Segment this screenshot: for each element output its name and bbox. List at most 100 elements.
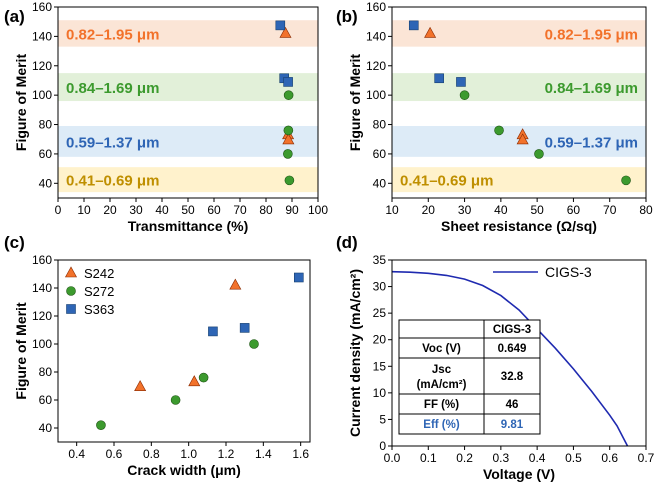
y-tick-label: 80: [373, 118, 387, 132]
range-band: [58, 20, 318, 47]
data-point-s242: [134, 380, 147, 392]
y-tick-label: 140: [32, 281, 52, 295]
band-label: 0.59–1.37 μm: [545, 134, 638, 151]
legend-label: CIGS-3: [545, 264, 592, 280]
table-row-label: Jsc: [432, 364, 452, 376]
y-tick-label: 30: [373, 280, 387, 294]
data-point-s363: [208, 326, 218, 337]
table-header: CIGS-3: [493, 324, 531, 336]
y-tick-label: 120: [32, 59, 52, 73]
panel-label: (c): [4, 233, 25, 252]
table-row-value: 46: [506, 399, 519, 411]
data-point-s272: [283, 125, 294, 136]
x-tick-label: 1.4: [255, 447, 272, 461]
table-row-label: FF (%): [424, 399, 459, 411]
panel-c: (c) 0.4 0.6 0.8 1.0 1.2 1.4 1.6 40 60 80 100 120 140 1…: [4, 233, 311, 478]
band-label: 0.82–1.95 μm: [66, 26, 159, 43]
y-tick-label: 10: [373, 386, 387, 400]
y-tick-label: 80: [39, 365, 53, 379]
y-axis-label: Current density (mA/cm²): [347, 269, 363, 437]
plot-frame: [57, 259, 311, 443]
table-row-label: Voc (V): [422, 343, 461, 355]
x-tick-label: 0.2: [456, 451, 473, 465]
x-tick-label: 0.6: [106, 447, 123, 461]
y-tick-label: 100: [366, 88, 386, 102]
y-tick-label: 160: [366, 0, 386, 14]
x-tick-label: 0.0: [384, 451, 401, 465]
plot-frame: [391, 259, 647, 447]
band-label: 0.84–1.69 μm: [545, 80, 638, 97]
legend-marker: [64, 266, 78, 278]
x-tick-label: 30: [129, 203, 143, 217]
y-tick-label: 35: [373, 253, 387, 267]
x-tick-label: 50: [530, 203, 544, 217]
x-tick-label: 0.4: [68, 447, 85, 461]
data-point-s242: [229, 278, 242, 290]
y-axis-label: Figure of Merit: [13, 302, 29, 400]
range-band: [392, 20, 646, 47]
range-band: [58, 167, 318, 193]
x-tick-label: 80: [259, 203, 273, 217]
x-tick-label: 70: [233, 203, 247, 217]
x-tick-label: 50: [181, 203, 195, 217]
table-row-label-unit: (mA/cm²): [417, 379, 467, 391]
table-frame: [398, 319, 541, 435]
data-point-s242: [188, 375, 201, 387]
y-tick-label: 60: [39, 147, 53, 161]
table-row-value: 32.8: [501, 371, 524, 383]
y-tick-label: 60: [373, 147, 387, 161]
parameter-table: CIGS-3 Voc (V) 0.649 Jsc (mA/cm²) 32.8 FF (%) 4…: [398, 319, 541, 435]
table-row-label: Eff (%): [423, 419, 460, 431]
x-tick-label: 1.6: [292, 447, 309, 461]
y-tick-label: 160: [32, 0, 52, 14]
x-tick-label: 1.2: [218, 447, 235, 461]
panel-label: (b): [336, 7, 358, 26]
data-point-s272: [494, 125, 504, 136]
x-tick-label: 60: [567, 203, 581, 217]
x-axis-label: Crack width (μm): [127, 462, 241, 478]
x-tick-label: 0.7: [638, 451, 655, 465]
y-tick-label: 100: [32, 88, 52, 102]
y-tick-label: 40: [39, 421, 53, 435]
data-point-s363: [275, 20, 286, 31]
data-point-s363: [293, 272, 304, 283]
band-label: 0.41–0.69 μm: [66, 173, 159, 190]
data-point-s272: [283, 90, 294, 100]
y-tick-label: 100: [32, 337, 52, 351]
x-axis-label: Transmittance (%): [128, 218, 249, 234]
x-tick-label: 0: [55, 203, 62, 217]
range-band: [392, 73, 646, 102]
data-point-s363: [239, 323, 250, 333]
data-point-s272: [534, 149, 544, 159]
x-tick-label: 30: [458, 203, 472, 217]
legend-marker: [66, 304, 76, 314]
x-tick-label: 20: [103, 203, 117, 217]
y-tick-label: 120: [366, 59, 386, 73]
y-tick-label: 15: [373, 359, 387, 373]
y-tick-label: 80: [39, 118, 53, 132]
data-point-s272: [621, 175, 631, 186]
data-point-s272: [249, 339, 259, 349]
data-point-s272: [459, 90, 470, 100]
panel-d: (d) 0.0 0.1 0.2 0.3 0.4 0.5 0.6 0.7 0 5 10 15 20 25 30 3…: [336, 233, 655, 482]
data-point-s242: [424, 26, 437, 38]
table-row-value: 0.649: [498, 343, 527, 355]
x-tick-label: 20: [422, 203, 436, 217]
legend-label: S242: [84, 266, 114, 281]
y-tick-label: 0: [379, 439, 386, 453]
range-band: [58, 73, 318, 102]
data-point-s363: [408, 20, 419, 31]
y-tick-label: 140: [366, 29, 386, 43]
x-tick-label: 10: [77, 203, 91, 217]
y-tick-label: 20: [373, 333, 387, 347]
data-point-s242: [516, 133, 529, 145]
plot-frame: [391, 6, 647, 199]
y-tick-label: 140: [32, 29, 52, 43]
panel-label: (a): [4, 7, 25, 26]
y-tick-label: 120: [32, 309, 52, 323]
panel-b: (b) 0.82–1.95 μm 0.84–1.69 μm 0.59–1.37 μm 0…: [336, 0, 653, 234]
data-point-s272: [283, 149, 293, 159]
x-tick-label: 100: [308, 203, 328, 217]
x-axis-label: Voltage (V): [483, 466, 555, 482]
